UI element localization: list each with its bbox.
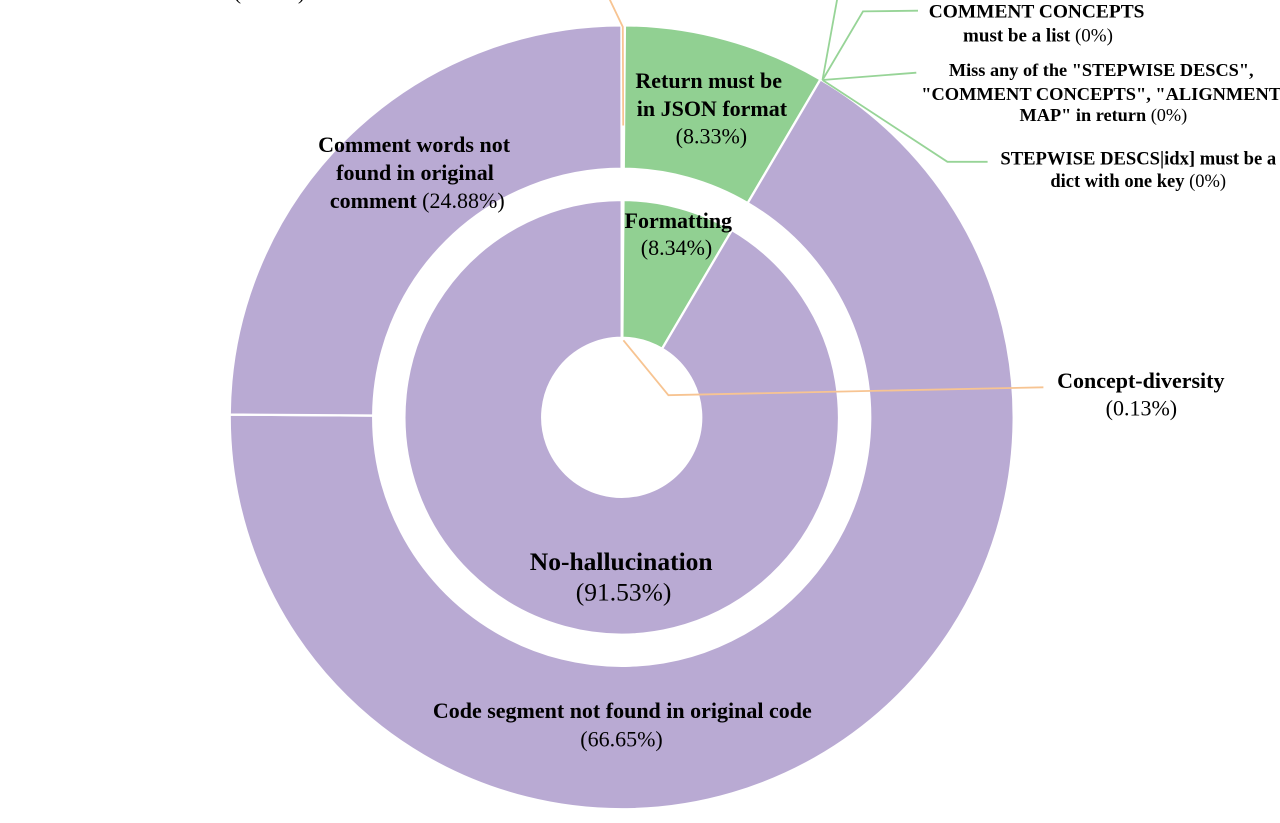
- svg-text:Concept-diversity: Concept-diversity: [1057, 368, 1224, 393]
- svg-text:(66.65%): (66.65%): [580, 727, 662, 752]
- svg-text:Code segment not found in orig: Code segment not found in original code: [433, 698, 812, 723]
- svg-text:dict with one key (0%): dict with one key (0%): [1050, 172, 1226, 192]
- svg-text:(0.01%): (0.01%): [234, 0, 305, 4]
- svg-text:COMMENT CONCEPTS: COMMENT CONCEPTS: [929, 1, 1145, 22]
- svg-text:(0.13%): (0.13%): [1106, 396, 1177, 421]
- svg-text:(91.53%): (91.53%): [576, 578, 672, 607]
- svg-text:in JSON format: in JSON format: [637, 96, 788, 121]
- svg-text:(8.33%): (8.33%): [676, 124, 747, 149]
- svg-text:Miss any of the "STEPWISE DESC: Miss any of the "STEPWISE DESCS",: [949, 60, 1254, 80]
- svg-text:"COMMENT CONCEPTS", "ALIGNMENT: "COMMENT CONCEPTS", "ALIGNMENT: [921, 84, 1280, 104]
- svg-text:Return must be: Return must be: [635, 68, 782, 93]
- svg-text:Formatting: Formatting: [625, 208, 733, 233]
- svg-text:(8.34%): (8.34%): [641, 235, 712, 260]
- svg-text:must be a list (0%): must be a list (0%): [963, 26, 1113, 47]
- svg-text:comment (24.88%): comment (24.88%): [330, 188, 505, 213]
- svg-text:STEPWISE DESCS|idx] must be a: STEPWISE DESCS|idx] must be a: [1000, 149, 1277, 170]
- svg-text:No-hallucination: No-hallucination: [530, 547, 713, 576]
- svg-text:found in original: found in original: [336, 160, 494, 185]
- svg-text:Comment words not: Comment words not: [318, 132, 511, 157]
- svg-text:MAP" in return (0%): MAP" in return (0%): [1020, 105, 1188, 126]
